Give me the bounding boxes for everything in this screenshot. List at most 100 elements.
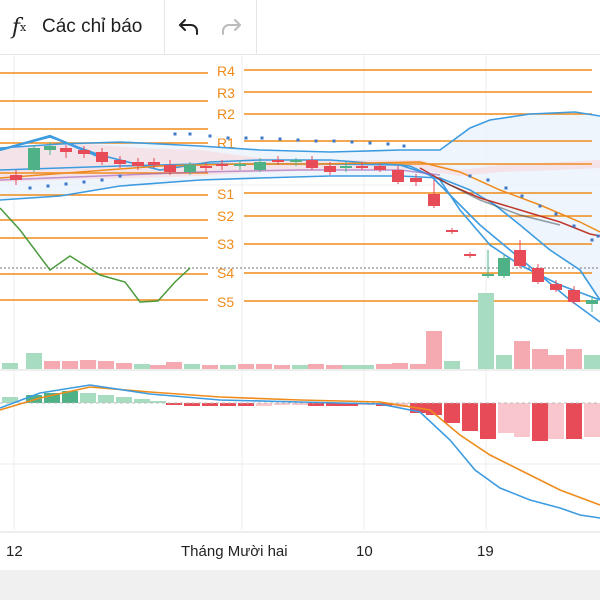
- redo-arrow-icon: [222, 19, 241, 35]
- candle-body: [356, 166, 368, 168]
- candle-body: [306, 160, 318, 168]
- candle-body: [392, 170, 404, 182]
- sar-dot: [538, 204, 542, 208]
- macd-bar: [514, 403, 530, 437]
- volume-bar: [220, 365, 236, 369]
- moving-averages: [0, 161, 600, 237]
- candle-body: [586, 300, 598, 304]
- sar-dot: [46, 184, 50, 188]
- macd-bar: [548, 403, 564, 439]
- volume-bar: [326, 365, 342, 369]
- candle-body: [78, 150, 90, 154]
- candle-body: [254, 162, 266, 170]
- volume-bar: [566, 349, 582, 369]
- candle-body: [482, 274, 494, 276]
- volume-bar: [26, 353, 42, 369]
- macd-bar: [166, 403, 182, 405]
- volume-bar: [202, 365, 218, 369]
- x-axis-label: 10: [356, 543, 373, 560]
- sar-dot: [520, 194, 524, 198]
- volume-bar: [478, 293, 494, 369]
- volume-bar: [584, 355, 600, 369]
- pivot-label: S2: [217, 208, 234, 224]
- volume-bar: [98, 361, 114, 369]
- macd-lines: [0, 384, 600, 519]
- macd-bar: [98, 395, 114, 403]
- x-axis-label: 12: [6, 543, 23, 560]
- volume-bar: [308, 364, 324, 369]
- sar-dot: [554, 212, 558, 216]
- candle-body: [532, 268, 544, 282]
- macd-bar: [444, 403, 460, 423]
- macd-bar: [292, 403, 308, 405]
- sar-dot: [260, 136, 264, 140]
- pivot-label: R4: [217, 63, 235, 79]
- redo-button[interactable]: [214, 0, 248, 54]
- volume-bar: [444, 361, 460, 369]
- macd-bar: [498, 403, 514, 433]
- volume-bar: [2, 363, 18, 369]
- macd-bar: [220, 403, 236, 406]
- volume-bar: [358, 365, 374, 369]
- indicators-button[interactable]: Các chỉ báo: [42, 16, 143, 37]
- sar-dot: [314, 139, 318, 143]
- candle-body: [464, 254, 476, 256]
- candle-body: [114, 160, 126, 164]
- candle-body: [10, 175, 22, 180]
- volume-bar: [532, 349, 548, 369]
- pivot-label: S3: [217, 236, 234, 252]
- volume-bar: [426, 331, 442, 369]
- candle-body: [550, 284, 562, 290]
- sar-dot: [486, 178, 490, 182]
- volume-bar: [80, 360, 96, 369]
- pivot-label: R3: [217, 85, 235, 101]
- sar-dot: [208, 134, 212, 138]
- sar-dot: [350, 140, 354, 144]
- x-axis-label: 19: [477, 543, 494, 560]
- macd-bar: [184, 403, 200, 406]
- candle-body: [374, 166, 386, 170]
- candle-body: [148, 162, 160, 165]
- macd-bar: [116, 397, 132, 403]
- candle-body: [290, 160, 302, 162]
- toolbar-divider: [256, 0, 257, 54]
- sar-dot: [118, 174, 122, 178]
- sar-dot: [100, 178, 104, 182]
- macd-bar: [80, 393, 96, 403]
- volume-bar: [44, 361, 60, 369]
- volume-bar: [410, 364, 426, 369]
- macd-bar: [134, 399, 150, 403]
- macd-bar: [462, 403, 478, 431]
- sar-dot: [572, 224, 576, 228]
- pivot-labels: R4 R3 R2 R1 S1 S2 S3 S4 S5: [217, 63, 235, 310]
- candle-body: [184, 165, 196, 172]
- candle-body: [340, 166, 352, 168]
- volume-bars: [2, 293, 600, 369]
- volume-bar: [134, 364, 150, 369]
- undo-button[interactable]: [172, 0, 206, 54]
- volume-bar: [184, 364, 200, 369]
- candle-body: [28, 148, 40, 170]
- price-chart[interactable]: R4 R3 R2 R1 S1 S2 S3 S4 S5 12 Th: [0, 55, 600, 570]
- macd-bar: [308, 403, 324, 406]
- volume-bar: [166, 362, 182, 369]
- macd-bar: [584, 403, 600, 437]
- sar-dot: [278, 137, 282, 141]
- macd-bar: [150, 401, 166, 403]
- parabolic-sar: [28, 132, 600, 242]
- pivot-label: S4: [217, 265, 234, 281]
- x-axis-label: Tháng Mười hai: [181, 543, 288, 560]
- candle-body: [60, 148, 72, 152]
- undo-arrow-icon: [179, 19, 198, 35]
- sar-dot: [368, 141, 372, 145]
- sar-dot: [64, 182, 68, 186]
- sar-dot: [226, 136, 230, 140]
- macd-bar: [44, 393, 60, 403]
- macd-bar: [62, 391, 78, 403]
- sar-dot: [188, 132, 192, 136]
- sar-dot: [590, 238, 594, 242]
- oscillator-line: [0, 207, 191, 303]
- macd-bar: [326, 403, 342, 406]
